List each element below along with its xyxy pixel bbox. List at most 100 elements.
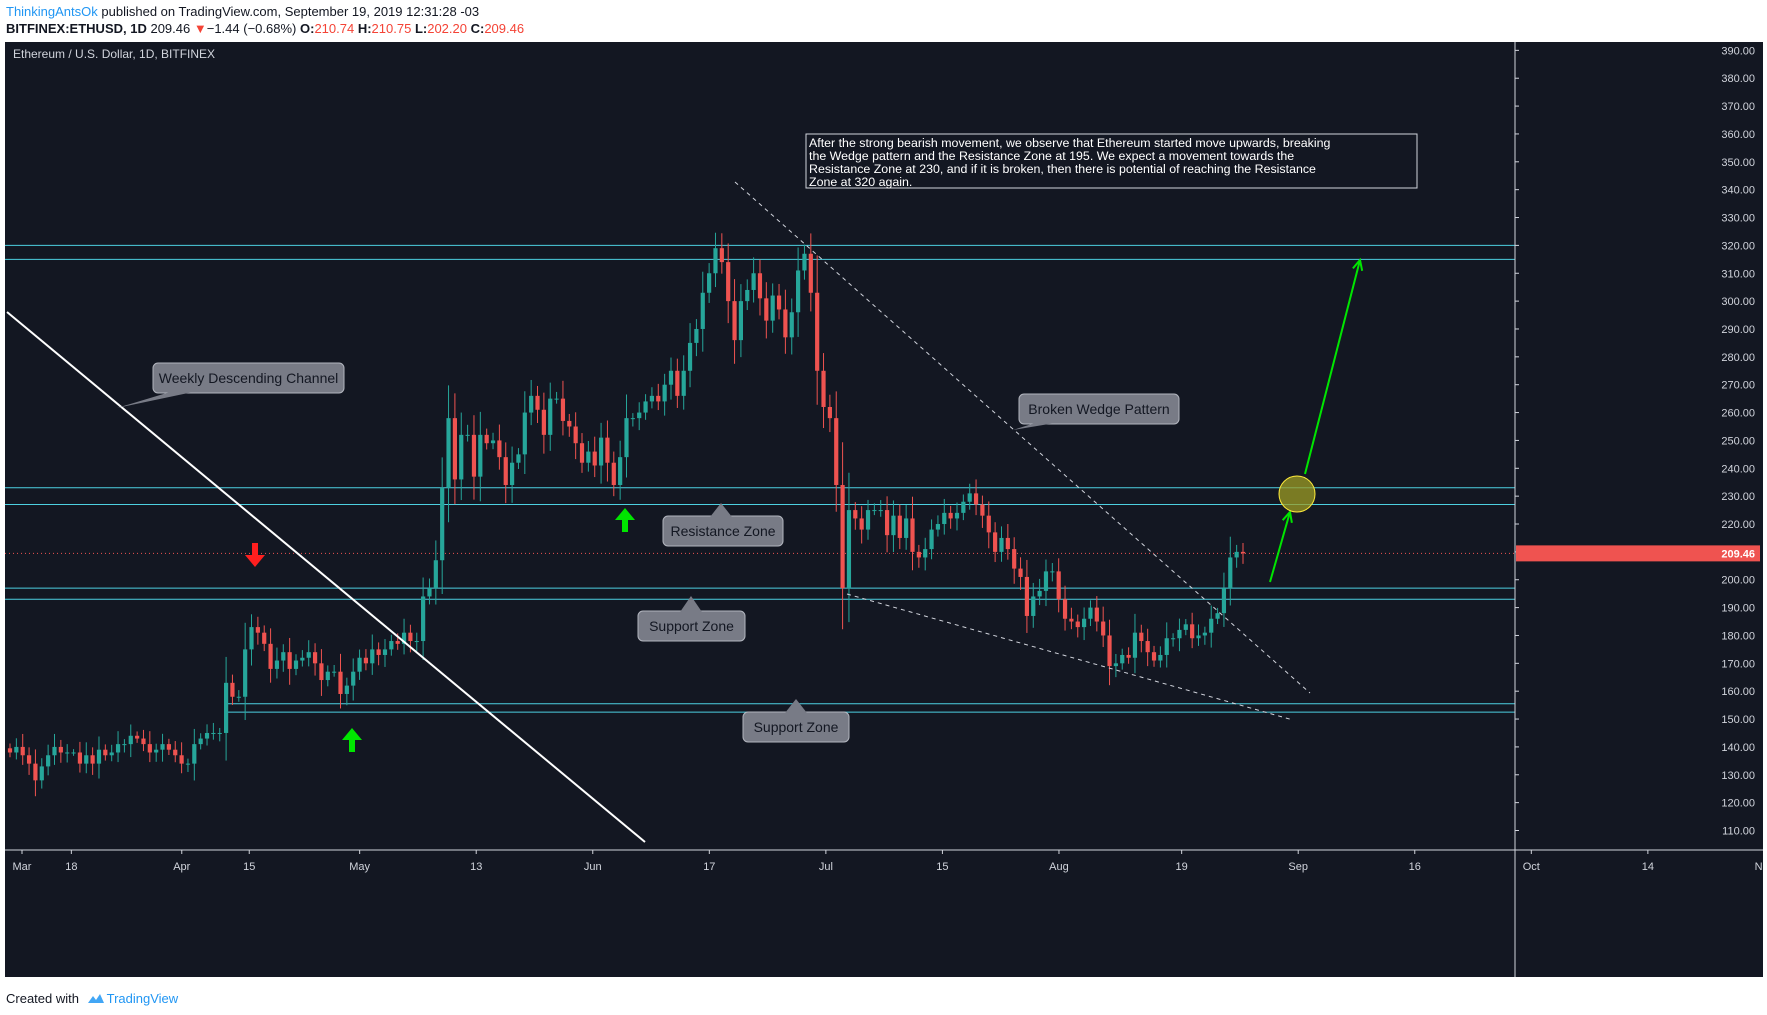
candle-body[interactable] — [376, 649, 381, 655]
candle-body[interactable] — [363, 657, 369, 664]
candle-body[interactable] — [522, 412, 527, 455]
candle-body[interactable] — [897, 515, 902, 538]
candle-body[interactable] — [1031, 596, 1036, 616]
candle-body[interactable] — [1164, 638, 1169, 655]
candle-body[interactable] — [1012, 549, 1017, 569]
candle-body[interactable] — [1145, 641, 1150, 653]
candle-body[interactable] — [624, 418, 629, 458]
candle-body[interactable] — [109, 752, 114, 756]
candle-body[interactable] — [1056, 571, 1061, 600]
candle-body[interactable] — [344, 685, 349, 694]
candle-body[interactable] — [1037, 590, 1042, 597]
candle-body[interactable] — [726, 262, 731, 302]
candle-body[interactable] — [96, 749, 102, 764]
candle-body[interactable] — [217, 732, 222, 734]
candle-body[interactable] — [249, 627, 254, 650]
candle-body[interactable] — [1005, 537, 1010, 550]
candle-body[interactable] — [586, 451, 591, 463]
candle-body[interactable] — [370, 649, 375, 664]
candle-body[interactable] — [401, 632, 407, 644]
candle-body[interactable] — [262, 632, 267, 644]
candle-body[interactable] — [1209, 618, 1214, 633]
candle-body[interactable] — [643, 401, 648, 413]
candle-body[interactable] — [700, 292, 705, 329]
candle-body[interactable] — [815, 292, 820, 371]
candle-body[interactable] — [185, 763, 191, 765]
candle-body[interactable] — [986, 515, 991, 533]
candle-body[interactable] — [414, 641, 419, 643]
candle-body[interactable] — [834, 418, 839, 486]
candle-body[interactable] — [808, 253, 813, 293]
candle-body[interactable] — [1170, 638, 1176, 640]
candle-body[interactable] — [300, 657, 305, 661]
candle-body[interactable] — [147, 744, 152, 753]
candle-body[interactable] — [471, 434, 477, 477]
candle-body[interactable] — [52, 746, 57, 756]
candle-body[interactable] — [1202, 632, 1207, 636]
candle-body[interactable] — [910, 518, 915, 552]
candle-body[interactable] — [668, 370, 674, 385]
candle-body[interactable] — [389, 641, 394, 650]
candle-body[interactable] — [961, 501, 966, 513]
candle-body[interactable] — [58, 746, 63, 753]
candle-body[interactable] — [1050, 571, 1055, 573]
candle-body[interactable] — [662, 384, 667, 402]
candle-body[interactable] — [618, 457, 623, 486]
candle-body[interactable] — [408, 632, 413, 642]
candle-body[interactable] — [1183, 624, 1188, 630]
candle-body[interactable] — [230, 682, 235, 697]
tradingview-link[interactable]: TradingView — [106, 991, 179, 1006]
candle-body[interactable] — [611, 462, 616, 486]
candle-body[interactable] — [821, 370, 826, 407]
candle-body[interactable] — [14, 746, 19, 753]
candle-body[interactable] — [789, 312, 794, 338]
candle-body[interactable] — [1177, 629, 1182, 639]
candle-body[interactable] — [560, 398, 566, 421]
candle-body[interactable] — [325, 671, 330, 681]
candle-body[interactable] — [433, 560, 438, 589]
candle-body[interactable] — [745, 289, 750, 302]
candle-body[interactable] — [942, 512, 947, 525]
candle-body[interactable] — [1018, 568, 1023, 577]
candle-body[interactable] — [77, 752, 83, 764]
candle-body[interactable] — [707, 273, 712, 293]
candle-body[interactable] — [446, 418, 451, 488]
candle-body[interactable] — [732, 301, 737, 341]
weekly-channel-callout[interactable]: Weekly Descending Channel — [117, 362, 345, 408]
candle-body[interactable] — [993, 532, 998, 552]
candle-body[interactable] — [770, 295, 775, 321]
candle-body[interactable] — [198, 738, 203, 745]
candle-body[interactable] — [484, 434, 489, 444]
candle-body[interactable] — [878, 510, 883, 512]
weekly-channel-line[interactable] — [6, 311, 646, 843]
candle-body[interactable] — [1126, 654, 1131, 658]
candle-body[interactable] — [90, 755, 95, 764]
candle-body[interactable] — [1101, 621, 1106, 636]
candle-body[interactable] — [1082, 618, 1087, 628]
candle-body[interactable] — [548, 398, 553, 435]
candle-body[interactable] — [497, 440, 502, 458]
candle-body[interactable] — [840, 485, 845, 589]
candle-body[interactable] — [154, 749, 159, 753]
candle-body[interactable] — [579, 443, 585, 463]
candle-body[interactable] — [293, 660, 299, 669]
candle-body[interactable] — [478, 434, 483, 477]
candle-body[interactable] — [1043, 571, 1049, 591]
candle-body[interactable] — [166, 744, 171, 750]
candle-body[interactable] — [1120, 654, 1125, 664]
candle-body[interactable] — [846, 510, 852, 589]
projection-arrow-1[interactable] — [1269, 511, 1291, 583]
candle-body[interactable] — [211, 732, 216, 734]
candle-body[interactable] — [929, 529, 934, 550]
candle-body[interactable] — [853, 510, 858, 519]
candle-body[interactable] — [1215, 613, 1220, 619]
candle-body[interactable] — [274, 660, 280, 669]
candle-body[interactable] — [783, 309, 788, 338]
candle-body[interactable] — [796, 270, 801, 313]
candle-body[interactable] — [529, 395, 534, 413]
candle-body[interactable] — [687, 342, 693, 371]
candle-body[interactable] — [46, 755, 51, 767]
chart-area[interactable]: Ethereum / U.S. Dollar, 1D, BITFINEX 390… — [5, 42, 1763, 977]
candle-body[interactable] — [535, 395, 540, 410]
candle-body[interactable] — [312, 652, 318, 664]
